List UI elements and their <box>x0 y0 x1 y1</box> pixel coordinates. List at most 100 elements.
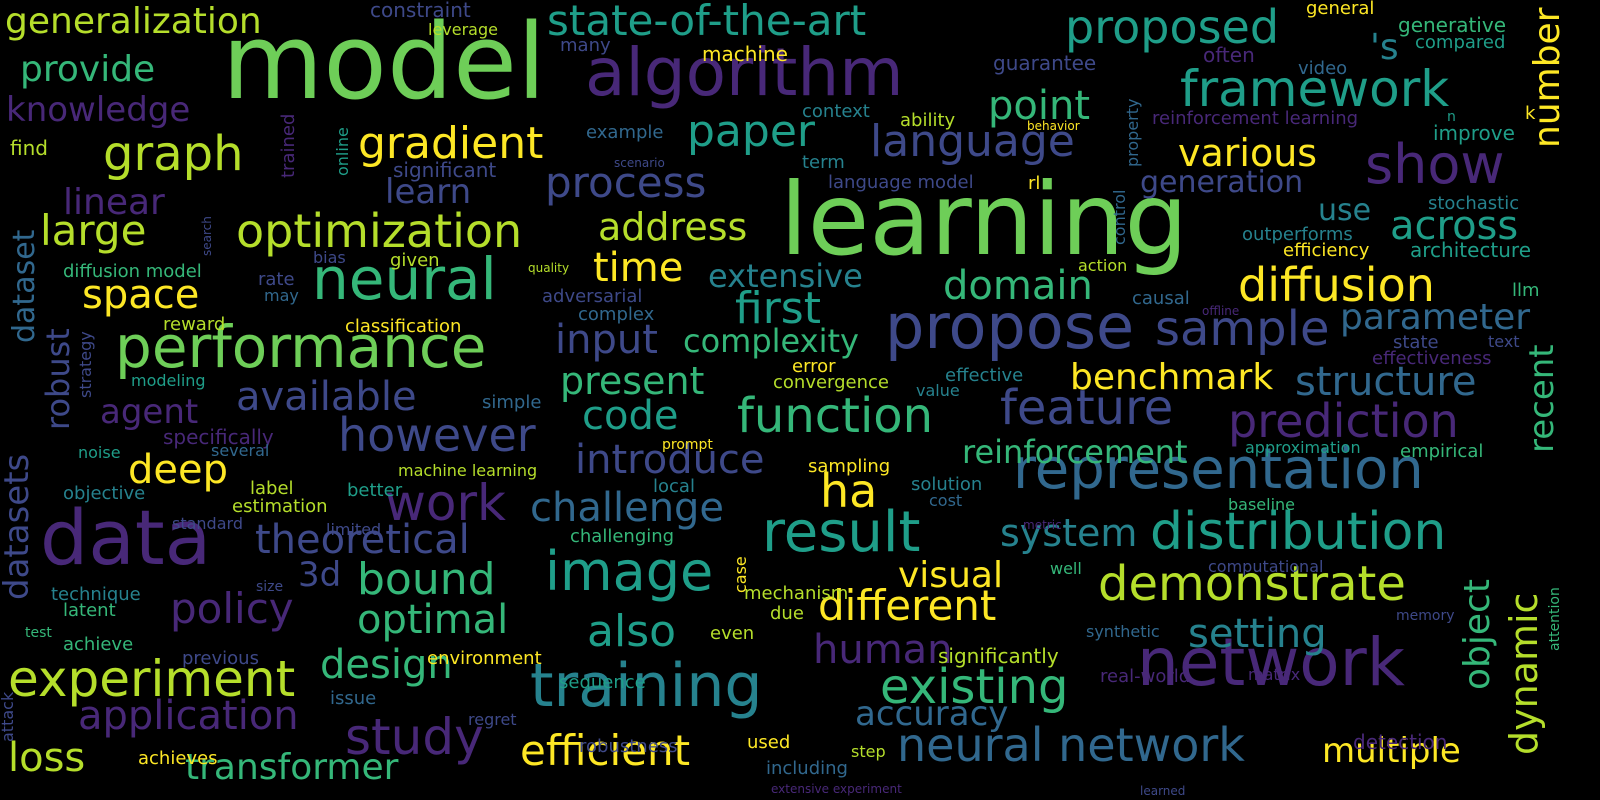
cloud-word: first <box>735 283 821 334</box>
cloud-word: sampling <box>808 456 891 477</box>
cloud-word: often <box>1203 43 1255 67</box>
cloud-word: action <box>1078 256 1128 275</box>
cloud-word: case <box>731 556 750 593</box>
cloud-word: algorithm <box>585 34 904 111</box>
cloud-word: human <box>813 627 953 673</box>
cloud-word: 3d <box>298 555 342 595</box>
cloud-word: theoretical <box>255 517 470 563</box>
cloud-word: adversarial <box>542 286 643 307</box>
cloud-word: diffusion model <box>63 261 202 282</box>
cloud-word: synthetic <box>1086 622 1160 641</box>
cloud-word: however <box>338 408 536 462</box>
cloud-word: training <box>530 651 763 721</box>
cloud-word: learned <box>1140 784 1186 798</box>
cloud-word: optimal <box>357 597 509 643</box>
cloud-word: due <box>770 603 804 624</box>
cloud-word: specifically <box>163 425 274 449</box>
cloud-word: learn <box>385 172 472 212</box>
cloud-word: issue <box>330 688 377 709</box>
cloud-word: loss <box>8 735 86 781</box>
cloud-word: effectiveness <box>1372 348 1492 369</box>
cloud-word: behavior <box>1027 119 1080 133</box>
cloud-word: paper <box>687 106 815 157</box>
cloud-word: deep <box>128 447 228 493</box>
cloud-word: environment <box>427 648 542 669</box>
cloud-word: may <box>264 286 299 305</box>
cloud-word: reinforcement learning <box>1152 108 1359 129</box>
cloud-word: value <box>916 381 960 400</box>
cloud-word: robustness <box>579 736 678 757</box>
cloud-word: improve <box>1433 121 1515 145</box>
cloud-word: large <box>40 206 147 255</box>
cloud-word: generalization <box>5 1 262 42</box>
cloud-word: strategy <box>76 331 95 398</box>
cloud-word: quality <box>528 261 570 275</box>
cloud-word: used <box>747 732 791 753</box>
cloud-word: representation <box>1013 437 1424 502</box>
cloud-word: demonstrate <box>1098 556 1406 612</box>
cloud-word: reward <box>163 314 226 335</box>
cloud-word: achieves <box>138 748 218 769</box>
cloud-word: neural network <box>897 718 1245 772</box>
cloud-word: machine learning <box>398 461 538 480</box>
cloud-word: control <box>1110 189 1129 245</box>
cloud-word: system <box>1000 511 1138 555</box>
cloud-word: multiple <box>1322 731 1461 771</box>
cloud-word: ability <box>900 110 956 131</box>
cloud-word: guarantee <box>993 51 1097 75</box>
cloud-word: language model <box>828 172 974 193</box>
cloud-word: effective <box>945 365 1024 386</box>
cloud-word: process <box>545 158 707 207</box>
cloud-word: datasets <box>0 453 37 600</box>
cloud-word: policy <box>170 584 294 633</box>
cloud-word: several <box>211 441 270 460</box>
cloud-word: standard <box>172 514 243 533</box>
cloud-word: real-world <box>1100 666 1191 687</box>
cloud-word: diffusion <box>1238 258 1435 312</box>
cloud-word: present <box>560 359 705 403</box>
cloud-word: design <box>320 642 453 688</box>
cloud-word: size <box>256 579 284 595</box>
cloud-word: code <box>582 393 679 439</box>
cloud-word: example <box>586 122 664 143</box>
cloud-word: graph <box>103 126 244 182</box>
cloud-word: text <box>1488 332 1520 351</box>
cloud-word: neural <box>312 245 497 313</box>
cloud-word: generation <box>1140 165 1304 200</box>
cloud-word: mechanism <box>744 583 849 604</box>
cloud-word: significantly <box>938 644 1059 668</box>
cloud-word: learning <box>780 161 1188 278</box>
cloud-word: simple <box>482 392 542 413</box>
cloud-word: causal <box>1132 288 1190 309</box>
cloud-word: technique <box>51 584 141 605</box>
cloud-word: generative <box>1398 13 1506 37</box>
cloud-word: convergence <box>773 372 890 393</box>
cloud-word: machine <box>702 42 788 66</box>
cloud-word: use <box>1318 193 1372 228</box>
cloud-word: modeling <box>131 371 206 390</box>
cloud-word: distribution <box>1150 502 1447 562</box>
cloud-word: accuracy <box>855 694 1009 734</box>
cloud-word: optimization <box>236 204 523 258</box>
cloud-word: challenge <box>530 485 725 531</box>
cloud-word: sequence <box>559 672 646 693</box>
cloud-word: challenging <box>570 526 675 547</box>
cloud-word: better <box>347 480 403 501</box>
cloud-word: available <box>236 374 417 420</box>
cloud-word: empirical <box>1400 441 1484 462</box>
cloud-word: given <box>390 250 440 271</box>
cloud-word: objective <box>63 483 146 504</box>
cloud-word: ha <box>820 464 878 518</box>
cloud-word: experiment <box>8 650 296 708</box>
cloud-word: baseline <box>1228 495 1296 514</box>
cloud-word: point <box>988 83 1091 129</box>
cloud-word: regret <box>468 710 517 729</box>
cloud-word: context <box>802 101 870 122</box>
cloud-word: robust <box>39 328 77 430</box>
cloud-word: different <box>818 581 997 630</box>
cloud-word: input <box>555 317 658 363</box>
cloud-word: previous <box>182 648 259 669</box>
cloud-word: work <box>385 474 506 532</box>
cloud-word: search <box>200 216 214 256</box>
cloud-word: online <box>333 127 352 176</box>
